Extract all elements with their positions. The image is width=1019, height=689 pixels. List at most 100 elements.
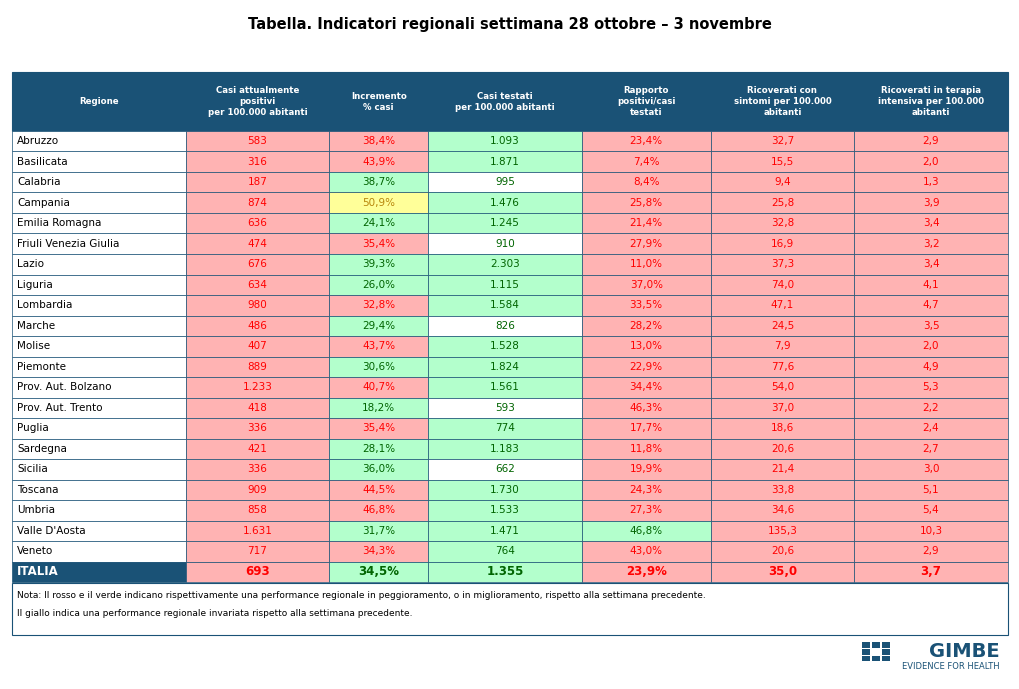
Bar [12,562,185,582]
Bar [710,72,853,131]
Bar [581,131,710,152]
Text: 27,3%: 27,3% [629,506,662,515]
Text: 35,4%: 35,4% [362,238,395,249]
Bar [428,72,581,131]
Text: 4,1: 4,1 [922,280,938,290]
Bar [185,398,329,418]
Text: 30,6%: 30,6% [362,362,394,372]
Bar [428,336,581,357]
Bar [329,459,428,480]
Bar [710,336,853,357]
Text: 25,8%: 25,8% [629,198,662,207]
Bar [12,459,185,480]
Text: 421: 421 [248,444,267,454]
Bar [581,192,710,213]
Text: 38,7%: 38,7% [362,177,395,187]
Text: 4,9: 4,9 [922,362,938,372]
Text: 13,0%: 13,0% [629,341,662,351]
Text: 8,4%: 8,4% [633,177,659,187]
Text: 32,8: 32,8 [770,218,793,228]
Text: 40,7%: 40,7% [362,382,394,392]
Text: 1.233: 1.233 [243,382,272,392]
Bar [185,500,329,521]
Bar [710,213,853,234]
Text: 19,9%: 19,9% [629,464,662,475]
Bar [581,336,710,357]
Bar [329,439,428,459]
Text: 774: 774 [494,423,515,433]
Bar [12,192,185,213]
Text: 995: 995 [494,177,515,187]
Text: 44,5%: 44,5% [362,485,395,495]
Bar [710,459,853,480]
Text: Sardegna: Sardegna [17,444,67,454]
Text: Casi testati
per 100.000 abitanti: Casi testati per 100.000 abitanti [454,92,554,112]
Bar [12,357,185,377]
Text: 3,4: 3,4 [922,259,938,269]
Text: 874: 874 [248,198,267,207]
Bar [853,131,1007,152]
Bar [12,152,185,172]
Bar [710,192,853,213]
Text: 1.093: 1.093 [490,136,520,146]
Bar [12,398,185,418]
Text: 909: 909 [248,485,267,495]
Bar [12,274,185,295]
Bar [853,152,1007,172]
Text: 37,0: 37,0 [770,403,793,413]
Bar [428,213,581,234]
Bar [710,172,853,192]
Text: 23,9%: 23,9% [625,566,666,579]
Bar [710,562,853,582]
Bar [428,357,581,377]
Text: 2.303: 2.303 [490,259,520,269]
Bar [581,521,710,541]
Text: Sicilia: Sicilia [17,464,48,475]
Bar [428,500,581,521]
Text: 5,3: 5,3 [922,382,938,392]
Text: 17,7%: 17,7% [629,423,662,433]
Text: 9,4: 9,4 [773,177,790,187]
Bar [12,480,185,500]
Text: 10,3: 10,3 [918,526,942,536]
Text: 18,2%: 18,2% [362,403,395,413]
Text: 26,0%: 26,0% [362,280,394,290]
Bar [185,131,329,152]
Bar [428,439,581,459]
Text: 3,7: 3,7 [920,566,941,579]
Text: Campania: Campania [17,198,70,207]
Bar [329,336,428,357]
Text: 46,3%: 46,3% [629,403,662,413]
Text: Lazio: Lazio [17,259,44,269]
Bar [710,521,853,541]
Text: Toscana: Toscana [17,485,59,495]
Bar [428,295,581,316]
Text: 24,5: 24,5 [770,321,793,331]
Bar [428,459,581,480]
Bar [710,398,853,418]
Text: 1.471: 1.471 [489,526,520,536]
Bar [428,192,581,213]
Bar [12,316,185,336]
Bar [12,172,185,192]
Bar [329,562,428,582]
Text: 5,1: 5,1 [922,485,938,495]
Bar [329,541,428,562]
Text: Basilicata: Basilicata [17,156,68,167]
Text: 28,1%: 28,1% [362,444,395,454]
Bar [428,418,581,439]
Bar [881,642,890,648]
Text: 3,2: 3,2 [922,238,938,249]
Text: 24,3%: 24,3% [629,485,662,495]
Bar [710,274,853,295]
Text: 634: 634 [248,280,267,290]
Bar [329,274,428,295]
Bar [428,234,581,254]
Bar [185,336,329,357]
Text: Rapporto
positivi/casi
testati: Rapporto positivi/casi testati [616,86,675,117]
Bar [853,439,1007,459]
Text: Prov. Aut. Bolzano: Prov. Aut. Bolzano [17,382,112,392]
Text: ITALIA: ITALIA [17,566,59,579]
Bar [710,500,853,521]
Bar [428,398,581,418]
